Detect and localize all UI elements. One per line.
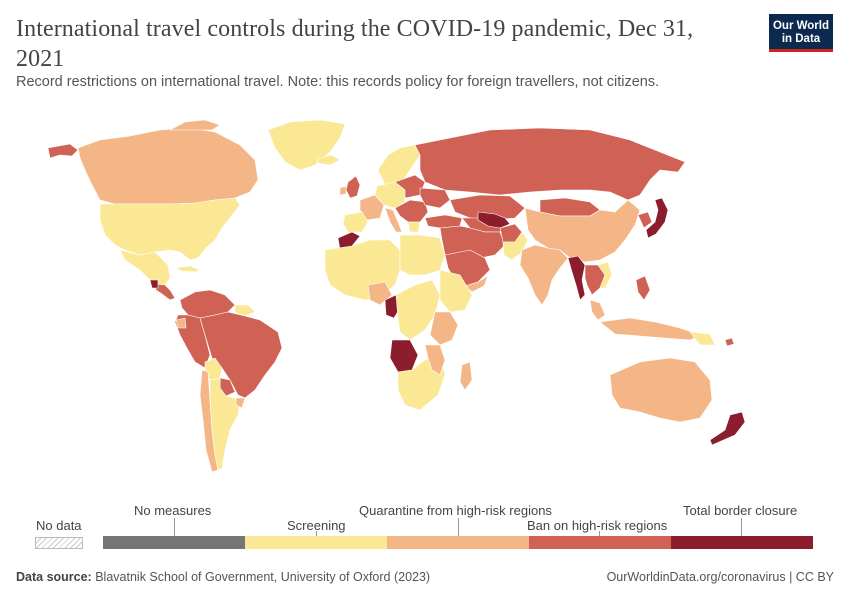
legend-tick (316, 531, 317, 536)
region-mexico[interactable] (119, 249, 171, 286)
region-iceland[interactable] (317, 154, 341, 166)
region-north-africa-east[interactable] (399, 234, 446, 276)
logo-accent-bar (769, 49, 833, 52)
region-russia[interactable] (414, 127, 686, 201)
legend-swatch-ban[interactable] (529, 536, 671, 549)
legend-label-closure: Total border closure (683, 503, 798, 518)
region-argentina[interactable] (209, 377, 241, 471)
logo-line-1: Our World (772, 20, 829, 32)
data-source: Data source: Blavatnik School of Governm… (16, 570, 430, 584)
chart-subtitle: Record restrictions on international tra… (16, 74, 660, 90)
region-uk[interactable] (345, 175, 361, 199)
region-italy[interactable] (384, 207, 403, 233)
region-guianas[interactable] (234, 304, 256, 317)
region-usa[interactable] (99, 197, 241, 261)
legend-swatch-screening[interactable] (245, 536, 387, 549)
footer-license-link[interactable]: CC BY (795, 570, 834, 584)
region-philippines[interactable] (635, 275, 651, 301)
region-china[interactable] (524, 199, 641, 263)
logo-line-2: in Data (781, 33, 821, 45)
legend-label-screening: Screening (287, 518, 346, 533)
region-japan[interactable] (645, 197, 669, 239)
region-pacific-islands[interactable] (724, 337, 735, 347)
region-pakistan[interactable] (502, 231, 529, 261)
region-turkmenistan-uzbekistan[interactable] (477, 211, 511, 229)
data-source-label: Data source: (16, 570, 92, 584)
region-brazil[interactable] (199, 311, 283, 399)
legend-no-data-label: No data (36, 518, 82, 533)
region-kazakhstan[interactable] (449, 194, 526, 221)
region-papua[interactable] (689, 331, 716, 346)
region-new-zealand[interactable] (709, 411, 746, 446)
region-malaysia[interactable] (589, 299, 606, 321)
region-iberia[interactable] (342, 211, 369, 233)
region-ireland[interactable] (339, 185, 347, 196)
region-greece[interactable] (407, 221, 421, 233)
owid-logo[interactable]: Our World in Data (769, 14, 833, 52)
legend-tick (174, 518, 175, 536)
region-korea[interactable] (637, 211, 653, 229)
region-myanmar[interactable] (567, 255, 586, 301)
region-balkans[interactable] (394, 199, 429, 223)
legend-tick (599, 531, 600, 536)
region-cuba[interactable] (174, 265, 201, 273)
region-angola[interactable] (389, 339, 419, 373)
legend-swatch-no-measures[interactable] (103, 536, 245, 549)
legend-tick (458, 518, 459, 536)
region-australia[interactable] (609, 357, 713, 423)
legend-label-quarantine: Quarantine from high-risk regions (359, 503, 552, 518)
footer-credit: OurWorldinData.org/coronavirus | CC BY (606, 570, 834, 584)
region-turkey[interactable] (424, 214, 463, 229)
map-legend: No data No measures Screening Quarantine… (0, 500, 850, 560)
legend-swatch-closure[interactable] (671, 536, 813, 549)
region-greenland[interactable] (267, 119, 346, 171)
region-horn-of-africa[interactable] (439, 269, 473, 313)
region-ukraine-belarus[interactable] (419, 187, 451, 209)
world-map[interactable] (0, 100, 850, 500)
region-guatemala[interactable] (149, 279, 159, 289)
region-ecuador[interactable] (175, 317, 187, 329)
region-canada-arctic[interactable] (169, 119, 221, 131)
region-india[interactable] (519, 244, 569, 306)
region-canada[interactable] (77, 127, 259, 205)
region-madagascar[interactable] (459, 361, 473, 391)
region-vietnam[interactable] (597, 261, 613, 289)
legend-tick (741, 518, 742, 536)
legend-label-ban: Ban on high-risk regions (527, 518, 668, 533)
legend-label-no-measures: No measures (134, 503, 212, 518)
region-oman-yemen[interactable] (464, 275, 489, 293)
footer-url-link[interactable]: OurWorldinData.org/coronavirus (606, 570, 786, 584)
region-mozambique[interactable] (424, 344, 446, 376)
region-kenya-tanzania[interactable] (429, 311, 459, 346)
region-mongolia[interactable] (539, 197, 601, 217)
region-alaska[interactable] (47, 143, 79, 159)
legend-no-data-swatch[interactable] (35, 537, 83, 549)
data-source-text: Blavatnik School of Government, Universi… (95, 570, 431, 584)
region-uruguay[interactable] (235, 397, 246, 409)
chart-title: International travel controls during the… (16, 16, 694, 72)
region-central-africa[interactable] (395, 279, 441, 341)
legend-swatch-quarantine[interactable] (387, 536, 529, 549)
region-central-america[interactable] (154, 283, 176, 301)
region-indonesia[interactable] (599, 317, 701, 341)
